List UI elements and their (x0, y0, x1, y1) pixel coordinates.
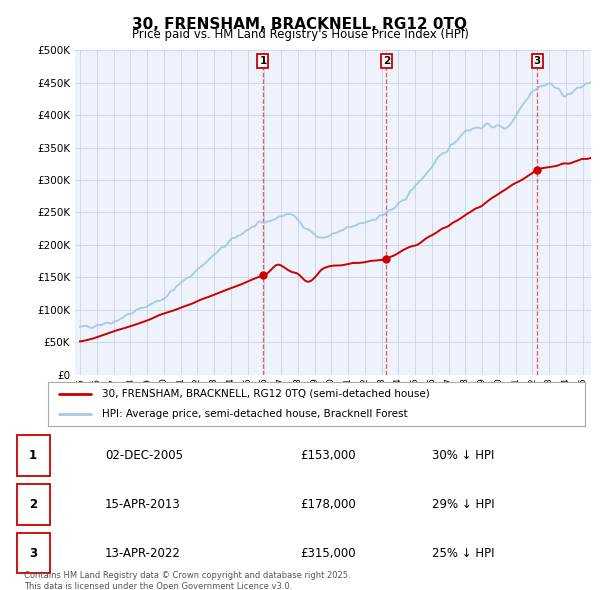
Text: 30, FRENSHAM, BRACKNELL, RG12 0TQ (semi-detached house): 30, FRENSHAM, BRACKNELL, RG12 0TQ (semi-… (102, 389, 430, 399)
Text: 30% ↓ HPI: 30% ↓ HPI (432, 449, 494, 462)
Text: 02-DEC-2005: 02-DEC-2005 (105, 449, 183, 462)
Text: Contains HM Land Registry data © Crown copyright and database right 2025.
This d: Contains HM Land Registry data © Crown c… (24, 571, 350, 590)
Text: £315,000: £315,000 (300, 547, 356, 560)
Text: Price paid vs. HM Land Registry's House Price Index (HPI): Price paid vs. HM Land Registry's House … (131, 28, 469, 41)
Text: 15-APR-2013: 15-APR-2013 (105, 498, 181, 511)
Text: 2: 2 (383, 56, 390, 66)
Text: £178,000: £178,000 (300, 498, 356, 511)
Text: 30, FRENSHAM, BRACKNELL, RG12 0TQ: 30, FRENSHAM, BRACKNELL, RG12 0TQ (133, 17, 467, 31)
Text: 1: 1 (29, 449, 37, 462)
Text: 3: 3 (533, 56, 541, 66)
Text: 3: 3 (29, 547, 37, 560)
Text: 13-APR-2022: 13-APR-2022 (105, 547, 181, 560)
Text: 2: 2 (29, 498, 37, 511)
Text: HPI: Average price, semi-detached house, Bracknell Forest: HPI: Average price, semi-detached house,… (102, 409, 407, 419)
Text: 29% ↓ HPI: 29% ↓ HPI (432, 498, 494, 511)
Text: 1: 1 (259, 56, 266, 66)
Text: 25% ↓ HPI: 25% ↓ HPI (432, 547, 494, 560)
Text: £153,000: £153,000 (300, 449, 356, 462)
